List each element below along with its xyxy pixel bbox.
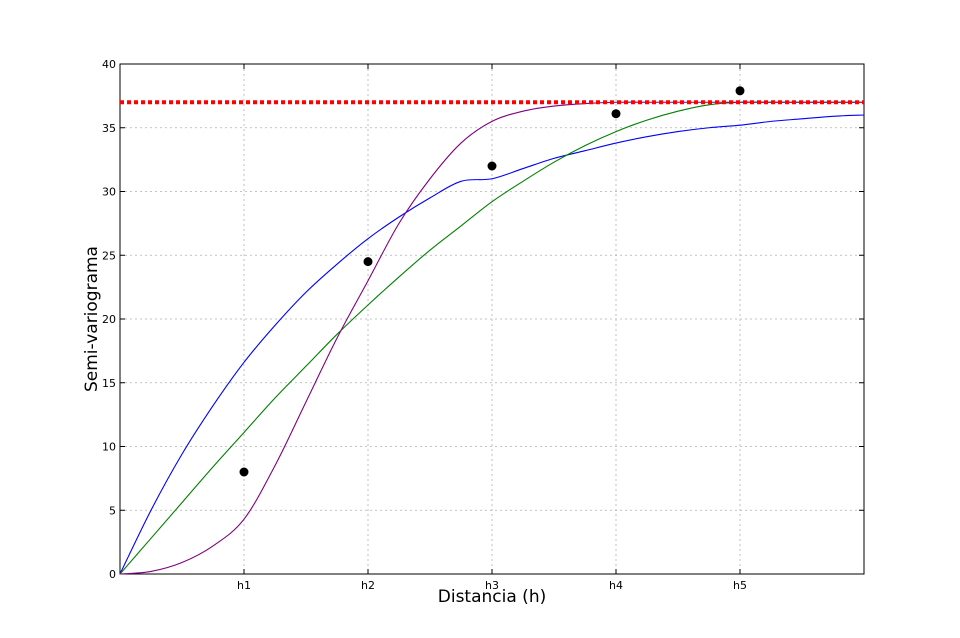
experimental-point — [487, 161, 497, 171]
y-tick-label: 35 — [102, 122, 116, 135]
experimental-point — [239, 467, 249, 477]
x-tick-label: h3 — [485, 579, 499, 592]
y-axis-title: Semi-variograma — [82, 246, 102, 392]
x-tick-label: h2 — [361, 579, 375, 592]
y-tick-label: 15 — [102, 377, 116, 390]
y-tick-label: 25 — [102, 249, 116, 262]
y-tick-label: 40 — [102, 58, 116, 71]
y-tick-label: 30 — [102, 186, 116, 199]
model-curves — [119, 101, 865, 575]
y-tick-label: 20 — [102, 313, 116, 326]
experimental-point — [611, 109, 621, 119]
gaussian-model-curve — [119, 101, 864, 575]
experimental-point — [363, 257, 373, 267]
x-tick-label: h1 — [237, 579, 251, 592]
axis-ticks: 0 5 10 15 20 25 30 35 40 h1 h2 h3 h4 h5 — [102, 58, 864, 592]
experimental-point — [735, 86, 745, 96]
x-axis-title: Distancia (h) — [438, 587, 546, 607]
spherical-model-curve — [119, 101, 864, 575]
x-tick-label: h5 — [733, 579, 747, 592]
grid — [120, 63, 864, 575]
x-tick-label: h4 — [609, 579, 623, 592]
y-tick-label: 10 — [102, 441, 116, 454]
exponential-model-curve — [119, 114, 865, 575]
y-tick-label: 5 — [109, 504, 116, 517]
experimental-points — [239, 86, 745, 477]
y-tick-label: 0 — [109, 568, 116, 581]
